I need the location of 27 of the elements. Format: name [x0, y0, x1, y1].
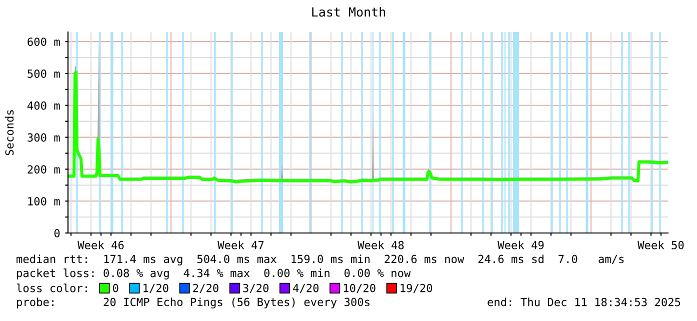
x-tick-label: Week 48 — [358, 240, 404, 250]
chart-title: Last Month — [312, 6, 386, 17]
y-tick-label: 300 m — [28, 133, 60, 142]
y-tick-label: 200 m — [28, 165, 60, 174]
text: end: Thu Dec 11 18:34:53 2025 — [488, 298, 680, 306]
legend-label: 19/20 — [400, 284, 432, 294]
x-tick-label: Week 47 — [218, 240, 264, 250]
legend-label: 4/20 — [293, 284, 319, 294]
legend-label: 10/20 — [344, 284, 376, 294]
y-tick-label: 0 — [54, 229, 60, 238]
text: loss color: — [16, 284, 87, 292]
y-tick-label: 500 m — [28, 69, 60, 78]
line-series — [68, 70, 668, 184]
y-tick-label: 400 m — [27, 101, 60, 110]
legend-label: 1/20 — [144, 284, 168, 294]
x-tick-label: Week 50 — [638, 240, 684, 250]
text: packet loss: 0.08 % avg 4.34 % max 0.00 % min 0.00 % now — [17, 268, 411, 280]
y-tick-label: 100 m — [28, 197, 60, 206]
x-tick-label: Week 49 — [498, 240, 544, 250]
legend-label: 3/20 — [243, 284, 268, 294]
text: probe: 20 ICMP Echo Pings (56 Bytes) every 300s — [17, 298, 370, 308]
text: median rtt: 171.4 ms avg 504.0 ms max 159.0 ms min 220.6 ms now 24.6 ms sd 7.0 am/s — [16, 254, 624, 266]
legend-label: 2/20 — [193, 284, 218, 294]
y-axis-title: Seconds — [5, 110, 14, 156]
x-tick-label: Week 46 — [78, 240, 124, 250]
y-tick-label: 600 m — [28, 38, 60, 46]
legend-label: 0 — [112, 284, 118, 292]
